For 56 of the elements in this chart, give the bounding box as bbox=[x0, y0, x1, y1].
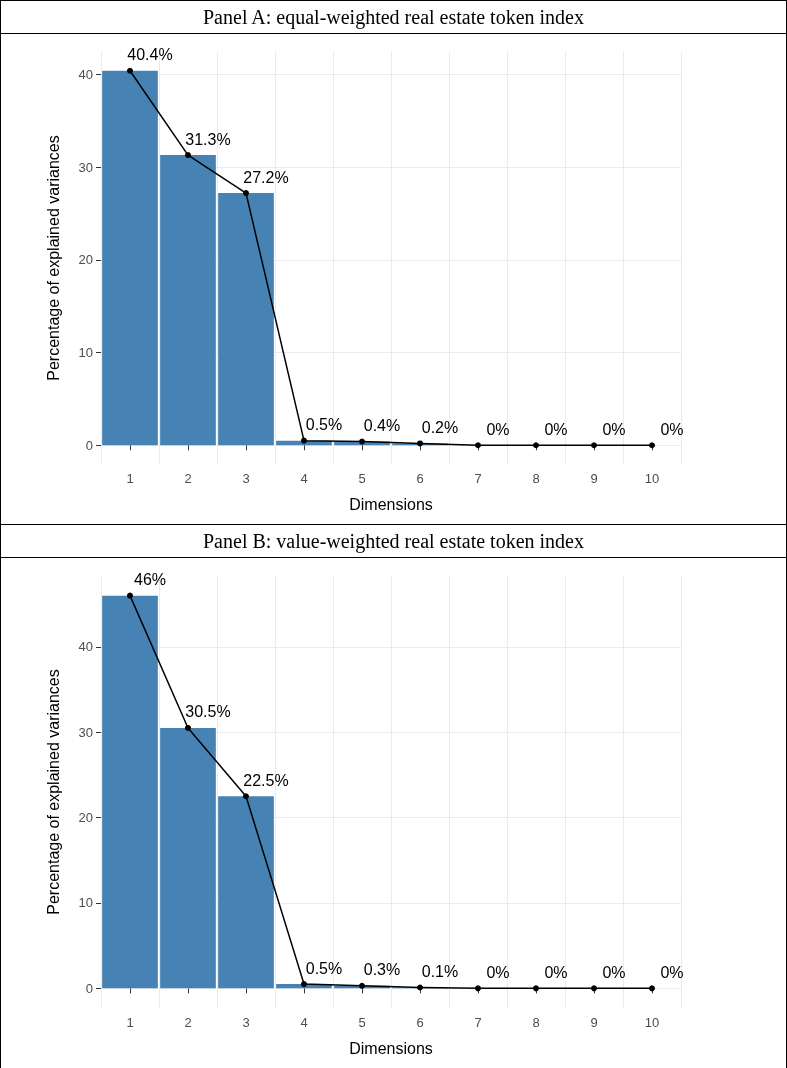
x-tick-label: 2 bbox=[184, 471, 192, 486]
data-label: 0.3% bbox=[363, 961, 401, 979]
x-tick-label: 8 bbox=[532, 471, 540, 486]
data-label: 0% bbox=[544, 420, 568, 438]
y-tick-label: 0 bbox=[85, 437, 93, 453]
data-label: 46% bbox=[133, 571, 167, 589]
x-tick-label: 4 bbox=[300, 1015, 308, 1030]
chart-title: Panel B: value-weighted real estate token index bbox=[1, 525, 786, 558]
x-tick-label: 7 bbox=[474, 1015, 482, 1030]
x-tick-label: 7 bbox=[474, 471, 482, 486]
x-axis-title: Dimensions bbox=[349, 1039, 433, 1057]
data-label: 0% bbox=[486, 420, 510, 438]
x-tick-label: 8 bbox=[532, 1015, 540, 1030]
x-tick-label: 1 bbox=[126, 471, 134, 486]
x-tick-label: 5 bbox=[358, 1015, 366, 1030]
x-tick-label: 9 bbox=[590, 1015, 598, 1030]
data-label: 0% bbox=[544, 963, 568, 981]
x-tick-label: 3 bbox=[242, 471, 250, 486]
data-label: 0.2% bbox=[421, 418, 459, 436]
data-label: 30.5% bbox=[185, 703, 231, 721]
x-tick-label: 1 bbox=[126, 1015, 134, 1030]
y-axis-title: Percentage of explained variances bbox=[44, 669, 62, 915]
data-label: 0% bbox=[602, 963, 626, 981]
x-tick-label: 6 bbox=[416, 1015, 424, 1030]
data-label: 0% bbox=[660, 420, 684, 438]
data-label: 40.4% bbox=[127, 46, 173, 64]
y-tick-label: 30 bbox=[78, 724, 93, 740]
data-label: 0% bbox=[660, 963, 684, 981]
x-tick-label: 9 bbox=[590, 471, 598, 486]
data-label: 0% bbox=[602, 420, 626, 438]
data-label: 0.4% bbox=[363, 417, 401, 435]
data-label: 22.5% bbox=[243, 771, 289, 789]
y-tick-label: 40 bbox=[78, 66, 93, 82]
data-label: 0% bbox=[486, 963, 510, 981]
y-axis-title: Percentage of explained variances bbox=[44, 135, 62, 381]
y-tick-label: 40 bbox=[78, 639, 93, 655]
x-tick-label: 2 bbox=[184, 1015, 192, 1030]
data-label: 27.2% bbox=[243, 168, 289, 186]
y-tick-label: 10 bbox=[78, 345, 93, 361]
y-tick-label: 20 bbox=[78, 252, 93, 268]
x-tick-label: 3 bbox=[242, 1015, 250, 1030]
y-tick-label: 30 bbox=[78, 159, 93, 175]
x-tick-label: 4 bbox=[300, 471, 308, 486]
y-tick-label: 0 bbox=[85, 980, 93, 996]
x-tick-label: 5 bbox=[358, 471, 366, 486]
y-tick-label: 20 bbox=[78, 810, 93, 826]
chart-title: Panel A: equal-weighted real estate token index bbox=[1, 1, 786, 34]
data-label: 0.5% bbox=[305, 959, 343, 977]
data-label: 0.1% bbox=[421, 963, 459, 981]
data-label: 0.5% bbox=[305, 416, 343, 434]
x-tick-label: 10 bbox=[644, 1015, 660, 1030]
x-tick-label: 10 bbox=[644, 471, 660, 486]
data-label: 31.3% bbox=[185, 130, 231, 148]
x-axis-title: Dimensions bbox=[349, 495, 433, 513]
y-tick-label: 10 bbox=[78, 895, 93, 911]
x-tick-label: 6 bbox=[416, 471, 424, 486]
